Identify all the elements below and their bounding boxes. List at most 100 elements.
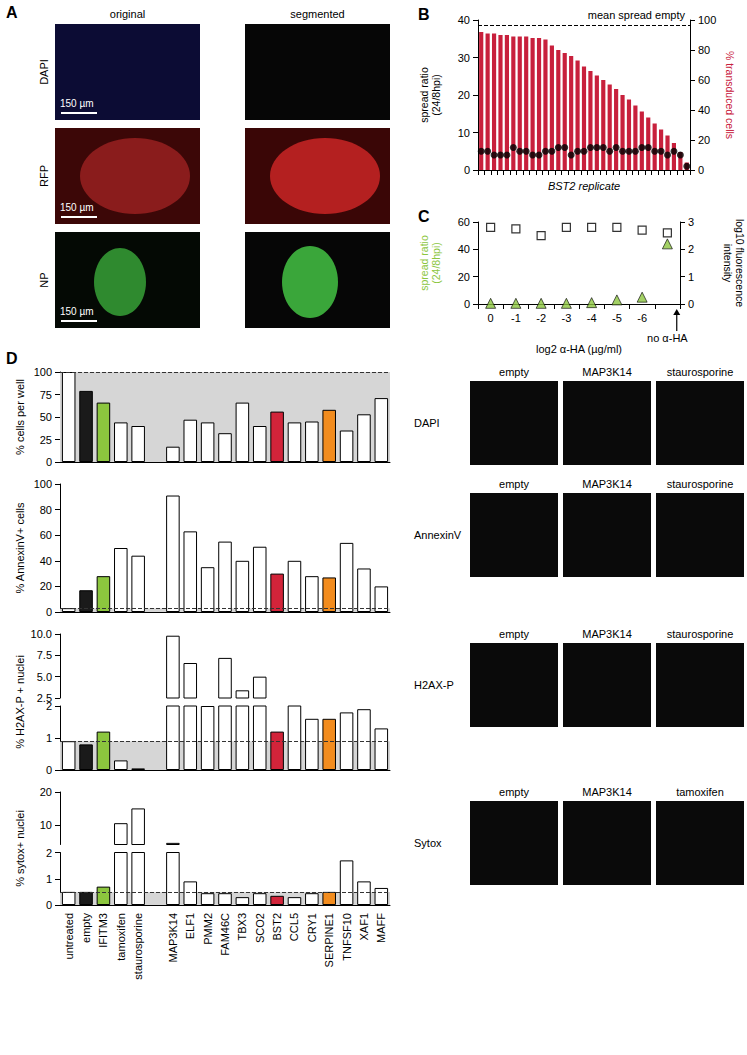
svg-text:DAPI: DAPI (414, 417, 440, 429)
svg-text:20: 20 (40, 786, 52, 798)
svg-text:100: 100 (34, 478, 52, 490)
svg-text:empty: empty (80, 913, 92, 943)
svg-text:2: 2 (688, 243, 694, 255)
svg-text:0: 0 (488, 312, 494, 324)
svg-text:ELF1: ELF1 (184, 913, 196, 939)
svg-text:BST2: BST2 (271, 913, 283, 941)
svg-text:2: 2 (46, 700, 52, 712)
svg-text:log10 fluorescence: log10 fluorescence (734, 219, 746, 307)
svg-text:0: 0 (464, 164, 470, 176)
svg-text:tamoxifen: tamoxifen (676, 786, 724, 798)
svg-text:1: 1 (46, 873, 52, 885)
svg-text:tamoxifen: tamoxifen (115, 913, 127, 961)
svg-text:BST2 replicate: BST2 replicate (548, 180, 620, 192)
svg-text:segmented: segmented (290, 8, 344, 20)
svg-text:untreated: untreated (63, 913, 75, 959)
svg-text:-2: -2 (536, 312, 546, 324)
svg-text:150 µm: 150 µm (60, 98, 94, 109)
svg-text:% transduced cells: % transduced cells (724, 51, 736, 139)
svg-text:10: 10 (40, 819, 52, 831)
svg-text:20: 20 (458, 271, 470, 283)
svg-text:100: 100 (34, 366, 52, 378)
svg-text:MAP3K14: MAP3K14 (582, 786, 632, 798)
svg-text:150 µm: 150 µm (60, 306, 94, 317)
svg-text:2: 2 (46, 847, 52, 859)
svg-text:150 µm: 150 µm (60, 202, 94, 213)
svg-text:empty: empty (499, 628, 529, 640)
svg-text:RFP: RFP (38, 165, 50, 187)
svg-text:-5: -5 (612, 312, 622, 324)
svg-text:% H2AX-P + nuclei: % H2AX-P + nuclei (14, 655, 26, 749)
svg-text:30: 30 (458, 52, 470, 64)
svg-text:-4: -4 (587, 312, 597, 324)
svg-text:CCL5: CCL5 (288, 913, 300, 941)
svg-text:MAFF: MAFF (375, 913, 387, 943)
svg-text:MAP3K14: MAP3K14 (582, 478, 632, 490)
svg-text:CRY1: CRY1 (306, 913, 318, 942)
svg-text:0: 0 (46, 764, 52, 776)
svg-text:40: 40 (458, 243, 470, 255)
svg-text:1: 1 (46, 732, 52, 744)
svg-text:% cells per well: % cells per well (14, 379, 26, 455)
svg-text:-6: -6 (637, 312, 647, 324)
svg-text:DAPI: DAPI (38, 59, 50, 85)
svg-text:10: 10 (458, 127, 470, 139)
svg-text:spread ratio: spread ratio (418, 67, 430, 123)
svg-text:0: 0 (46, 899, 52, 911)
svg-text:3: 3 (688, 216, 694, 228)
svg-text:% sytox+ nuclei: % sytox+ nuclei (14, 810, 26, 887)
svg-text:FAM46C: FAM46C (219, 913, 231, 956)
svg-text:MAP3K14: MAP3K14 (582, 628, 632, 640)
svg-text:20: 20 (458, 89, 470, 101)
svg-text:-3: -3 (561, 312, 571, 324)
svg-text:7.5: 7.5 (37, 649, 52, 661)
svg-text:MAP3K14: MAP3K14 (582, 366, 632, 378)
svg-text:(24/8hpi): (24/8hpi) (430, 242, 442, 283)
svg-text:MAP3K14: MAP3K14 (167, 913, 179, 963)
svg-text:NP: NP (38, 272, 50, 287)
svg-text:40: 40 (458, 14, 470, 26)
svg-text:spread ratio: spread ratio (418, 235, 430, 291)
svg-text:60: 60 (458, 216, 470, 228)
svg-text:B: B (418, 6, 430, 23)
svg-text:PMM2: PMM2 (202, 913, 214, 945)
svg-text:staurosporine: staurosporine (667, 478, 734, 490)
svg-text:empty: empty (499, 366, 529, 378)
svg-text:empty: empty (499, 786, 529, 798)
svg-text:original: original (110, 8, 145, 20)
svg-text:(24/8hpi): (24/8hpi) (430, 74, 442, 115)
svg-text:SERPINE1: SERPINE1 (323, 913, 335, 967)
svg-text:mean spread empty: mean spread empty (588, 9, 686, 21)
svg-text:60: 60 (698, 74, 710, 86)
svg-text:H2AX-P: H2AX-P (414, 679, 454, 691)
svg-text:0: 0 (46, 456, 52, 468)
svg-text:40: 40 (698, 104, 710, 116)
svg-text:AnnexinV: AnnexinV (414, 529, 462, 541)
svg-text:TNFSF10: TNFSF10 (341, 913, 353, 961)
svg-text:no α-HA: no α-HA (647, 332, 688, 344)
svg-text:D: D (6, 350, 18, 367)
svg-text:10.0: 10.0 (31, 628, 52, 640)
svg-text:0: 0 (464, 298, 470, 310)
svg-text:0: 0 (698, 164, 704, 176)
svg-text:80: 80 (698, 44, 710, 56)
svg-text:20: 20 (698, 134, 710, 146)
svg-text:20: 20 (40, 580, 52, 592)
svg-text:0: 0 (688, 298, 694, 310)
svg-text:50: 50 (40, 411, 52, 423)
svg-text:5.0: 5.0 (37, 671, 52, 683)
svg-text:empty: empty (499, 478, 529, 490)
svg-text:XAF1: XAF1 (358, 913, 370, 941)
svg-text:log2 α-HA (µg/ml): log2 α-HA (µg/ml) (536, 343, 622, 355)
svg-text:C: C (418, 208, 430, 225)
svg-text:0: 0 (46, 606, 52, 618)
svg-text:TBX3: TBX3 (236, 913, 248, 941)
svg-text:-1: -1 (511, 312, 521, 324)
svg-text:60: 60 (40, 529, 52, 541)
svg-text:80: 80 (40, 504, 52, 516)
svg-text:staurosporine: staurosporine (667, 366, 734, 378)
svg-text:A: A (6, 4, 18, 21)
svg-text:100: 100 (698, 14, 716, 26)
svg-text:Sytox: Sytox (414, 837, 442, 849)
svg-text:IFITM3: IFITM3 (97, 913, 109, 948)
